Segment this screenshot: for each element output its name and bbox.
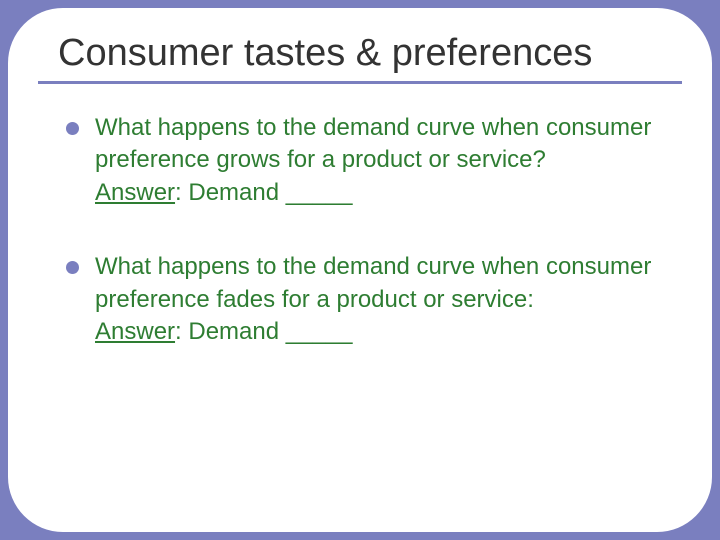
- bullet-icon: [66, 122, 79, 135]
- blank: _____: [286, 318, 353, 345]
- slide-content: What happens to the demand curve when co…: [48, 112, 672, 348]
- answer-text: : Demand: [175, 318, 286, 345]
- bullet-text: What happens to the demand curve when co…: [95, 112, 662, 209]
- answer-text: : Demand: [175, 179, 286, 206]
- slide-title: Consumer tastes & preferences: [58, 32, 672, 75]
- answer-label: Answer: [95, 318, 175, 345]
- bullet-text: What happens to the demand curve when co…: [95, 251, 662, 348]
- question-text: What happens to the demand curve when co…: [95, 114, 651, 173]
- blank: _____: [286, 179, 353, 206]
- answer-label: Answer: [95, 179, 175, 206]
- bullet-item: What happens to the demand curve when co…: [66, 112, 662, 209]
- title-underline: [38, 81, 682, 84]
- slide-panel: Consumer tastes & preferences What happe…: [8, 8, 712, 532]
- bullet-icon: [66, 261, 79, 274]
- bullet-item: What happens to the demand curve when co…: [66, 251, 662, 348]
- question-text: What happens to the demand curve when co…: [95, 253, 651, 312]
